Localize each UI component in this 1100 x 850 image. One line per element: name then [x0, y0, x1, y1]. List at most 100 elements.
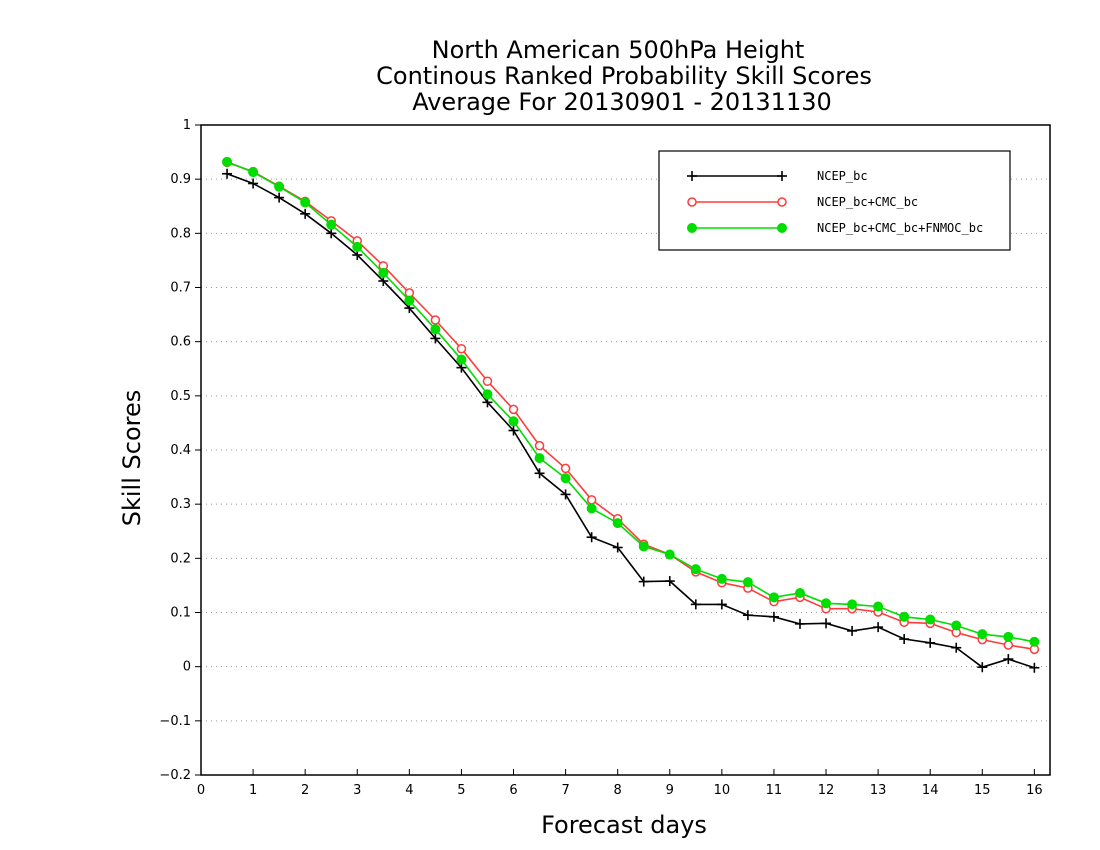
data-point — [430, 333, 441, 344]
data-point — [222, 156, 233, 167]
y-tick-label: 1 — [183, 118, 191, 133]
data-point — [716, 573, 727, 584]
data-point — [977, 662, 988, 673]
data-point — [222, 168, 233, 179]
data-point — [248, 178, 259, 189]
data-point — [274, 181, 285, 192]
data-point — [794, 618, 805, 629]
data-point — [274, 192, 285, 203]
legend-label: NCEP_bc+CMC_bc+FNMOC_bc — [817, 221, 983, 235]
legend-box — [658, 150, 1011, 251]
data-point — [508, 425, 519, 436]
data-point — [560, 473, 571, 484]
legend-swatch-marker — [777, 223, 787, 233]
x-tick-label: 4 — [405, 783, 413, 798]
x-tick-label: 15 — [974, 783, 991, 798]
x-tick-label: 1 — [249, 783, 257, 798]
y-tick-label: 0.6 — [170, 335, 191, 350]
data-point — [768, 611, 779, 622]
data-point — [1003, 631, 1014, 642]
legend-label: NCEP_bc+CMC_bc — [817, 195, 918, 209]
x-tick-label: 10 — [714, 783, 731, 798]
x-axis-title: Forecast days — [541, 811, 707, 839]
y-tick-label: 0.2 — [170, 551, 191, 566]
y-tick-label: 0.5 — [170, 389, 191, 404]
data-point — [586, 495, 597, 505]
x-tick-label: 3 — [353, 783, 361, 798]
legend-label: NCEP_bc — [817, 169, 868, 183]
data-point — [690, 599, 701, 610]
data-point — [1029, 662, 1040, 673]
data-point — [1003, 640, 1014, 650]
data-point — [482, 389, 493, 400]
data-point — [300, 208, 311, 219]
y-tick-label: 0.1 — [170, 606, 191, 621]
x-tick-label: 6 — [509, 783, 517, 798]
data-point — [378, 267, 389, 278]
title-line-3: Average For 20130901 - 20131130 — [412, 88, 832, 116]
y-tick-label: −0.2 — [159, 768, 191, 783]
legend-swatch-marker — [687, 223, 697, 233]
x-tick-label: 0 — [197, 783, 205, 798]
data-series — [222, 156, 1040, 673]
data-point — [534, 453, 545, 464]
data-point — [925, 614, 936, 625]
data-point — [300, 197, 311, 208]
x-tick-label: 7 — [561, 783, 569, 798]
series-line — [226, 172, 1035, 669]
x-tick-label: 14 — [922, 783, 939, 798]
data-point — [560, 463, 571, 474]
x-tick-label: 5 — [457, 783, 465, 798]
data-point — [1029, 636, 1040, 647]
data-point — [925, 637, 936, 648]
data-point — [716, 599, 727, 610]
legend: NCEP_bc NCEP_bc+CMC_bc NCEP_bc+CMC_bc+FNMO… — [658, 150, 1011, 251]
y-tick-label: 0 — [183, 660, 191, 675]
legend-swatch-marker — [777, 171, 787, 181]
data-point — [560, 489, 571, 500]
data-point — [742, 610, 753, 621]
data-point — [638, 576, 649, 587]
data-point — [508, 404, 519, 415]
data-point — [873, 622, 884, 633]
y-tick-label: −0.1 — [159, 714, 191, 729]
data-point — [847, 599, 858, 610]
plot-frame — [200, 124, 1051, 776]
y-tick-label: 0.3 — [170, 497, 191, 512]
data-point — [821, 618, 832, 629]
x-tick-label: 11 — [766, 783, 783, 798]
y-axis-title: Skill Scores — [118, 390, 146, 527]
data-point — [899, 634, 910, 645]
legend-swatch-marker — [687, 171, 697, 181]
data-point — [951, 642, 962, 653]
legend-item: NCEP_bc — [687, 169, 868, 183]
x-tick-label: 8 — [614, 783, 622, 798]
data-point — [847, 625, 858, 636]
data-point — [352, 241, 363, 252]
legend-swatch-marker — [777, 197, 787, 207]
data-point — [508, 416, 519, 427]
title-line-1: North American 500hPa Height — [432, 36, 805, 64]
data-point — [326, 228, 337, 239]
data-point — [638, 541, 649, 552]
x-tick-label: 9 — [666, 783, 674, 798]
data-point — [430, 324, 441, 335]
x-tick-label: 16 — [1026, 783, 1043, 798]
data-point — [1003, 654, 1014, 665]
y-tick-label: 0.9 — [170, 172, 191, 187]
data-point — [534, 440, 545, 451]
legend-item: NCEP_bc+CMC_bc — [687, 195, 918, 209]
data-point — [873, 601, 884, 612]
data-point — [664, 576, 675, 587]
series-3 — [222, 156, 1040, 647]
data-point — [326, 219, 337, 230]
data-point — [404, 295, 415, 306]
x-tick-label: 12 — [818, 783, 835, 798]
y-tick-label: 0.4 — [170, 443, 191, 458]
data-point — [456, 343, 467, 354]
legend-item: NCEP_bc+CMC_bc+FNMOC_bc — [687, 221, 983, 235]
data-point — [534, 468, 545, 479]
y-tick-label: 0.8 — [170, 226, 191, 241]
data-point — [977, 629, 988, 640]
x-tick-label: 2 — [301, 783, 309, 798]
